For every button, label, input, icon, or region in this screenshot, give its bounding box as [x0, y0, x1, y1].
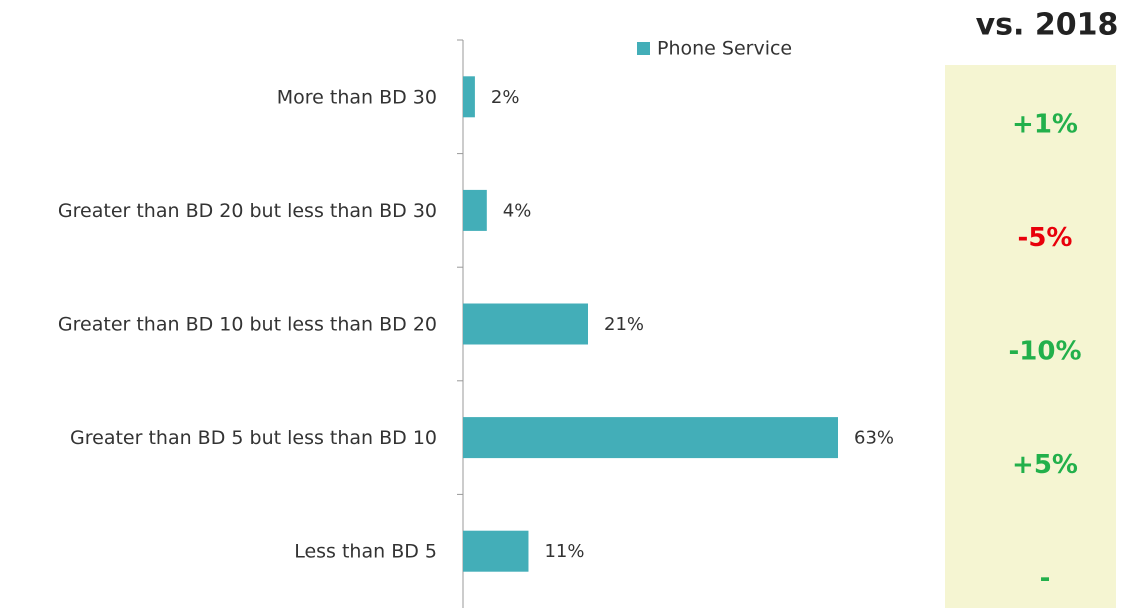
value-label: 4%	[503, 200, 532, 221]
value-label: 63%	[854, 428, 894, 449]
category-label: Less than BD 5	[294, 541, 437, 563]
value-label: 11%	[544, 541, 584, 562]
comparison-title: vs. 2018	[976, 8, 1119, 43]
category-label: Greater than BD 20 but less than BD 30	[58, 200, 437, 222]
comparison-value: -	[1040, 564, 1051, 594]
category-label: Greater than BD 10 but less than BD 20	[58, 314, 437, 336]
comparison-value: -10%	[1008, 337, 1081, 367]
bar	[463, 189, 487, 231]
legend-swatch	[637, 42, 650, 55]
bar	[463, 530, 529, 572]
comparison-value: -5%	[1018, 223, 1073, 253]
bar	[463, 76, 475, 118]
comparison-panel	[945, 65, 1116, 608]
category-label: More than BD 30	[277, 86, 437, 108]
value-label: 21%	[604, 314, 644, 335]
bar	[463, 417, 838, 459]
bar	[463, 303, 588, 345]
legend-label: Phone Service	[657, 38, 792, 60]
category-label: Greater than BD 5 but less than BD 10	[70, 427, 437, 449]
comparison-value: +5%	[1012, 450, 1078, 480]
comparison-value: +1%	[1012, 109, 1078, 139]
value-label: 2%	[491, 87, 520, 108]
